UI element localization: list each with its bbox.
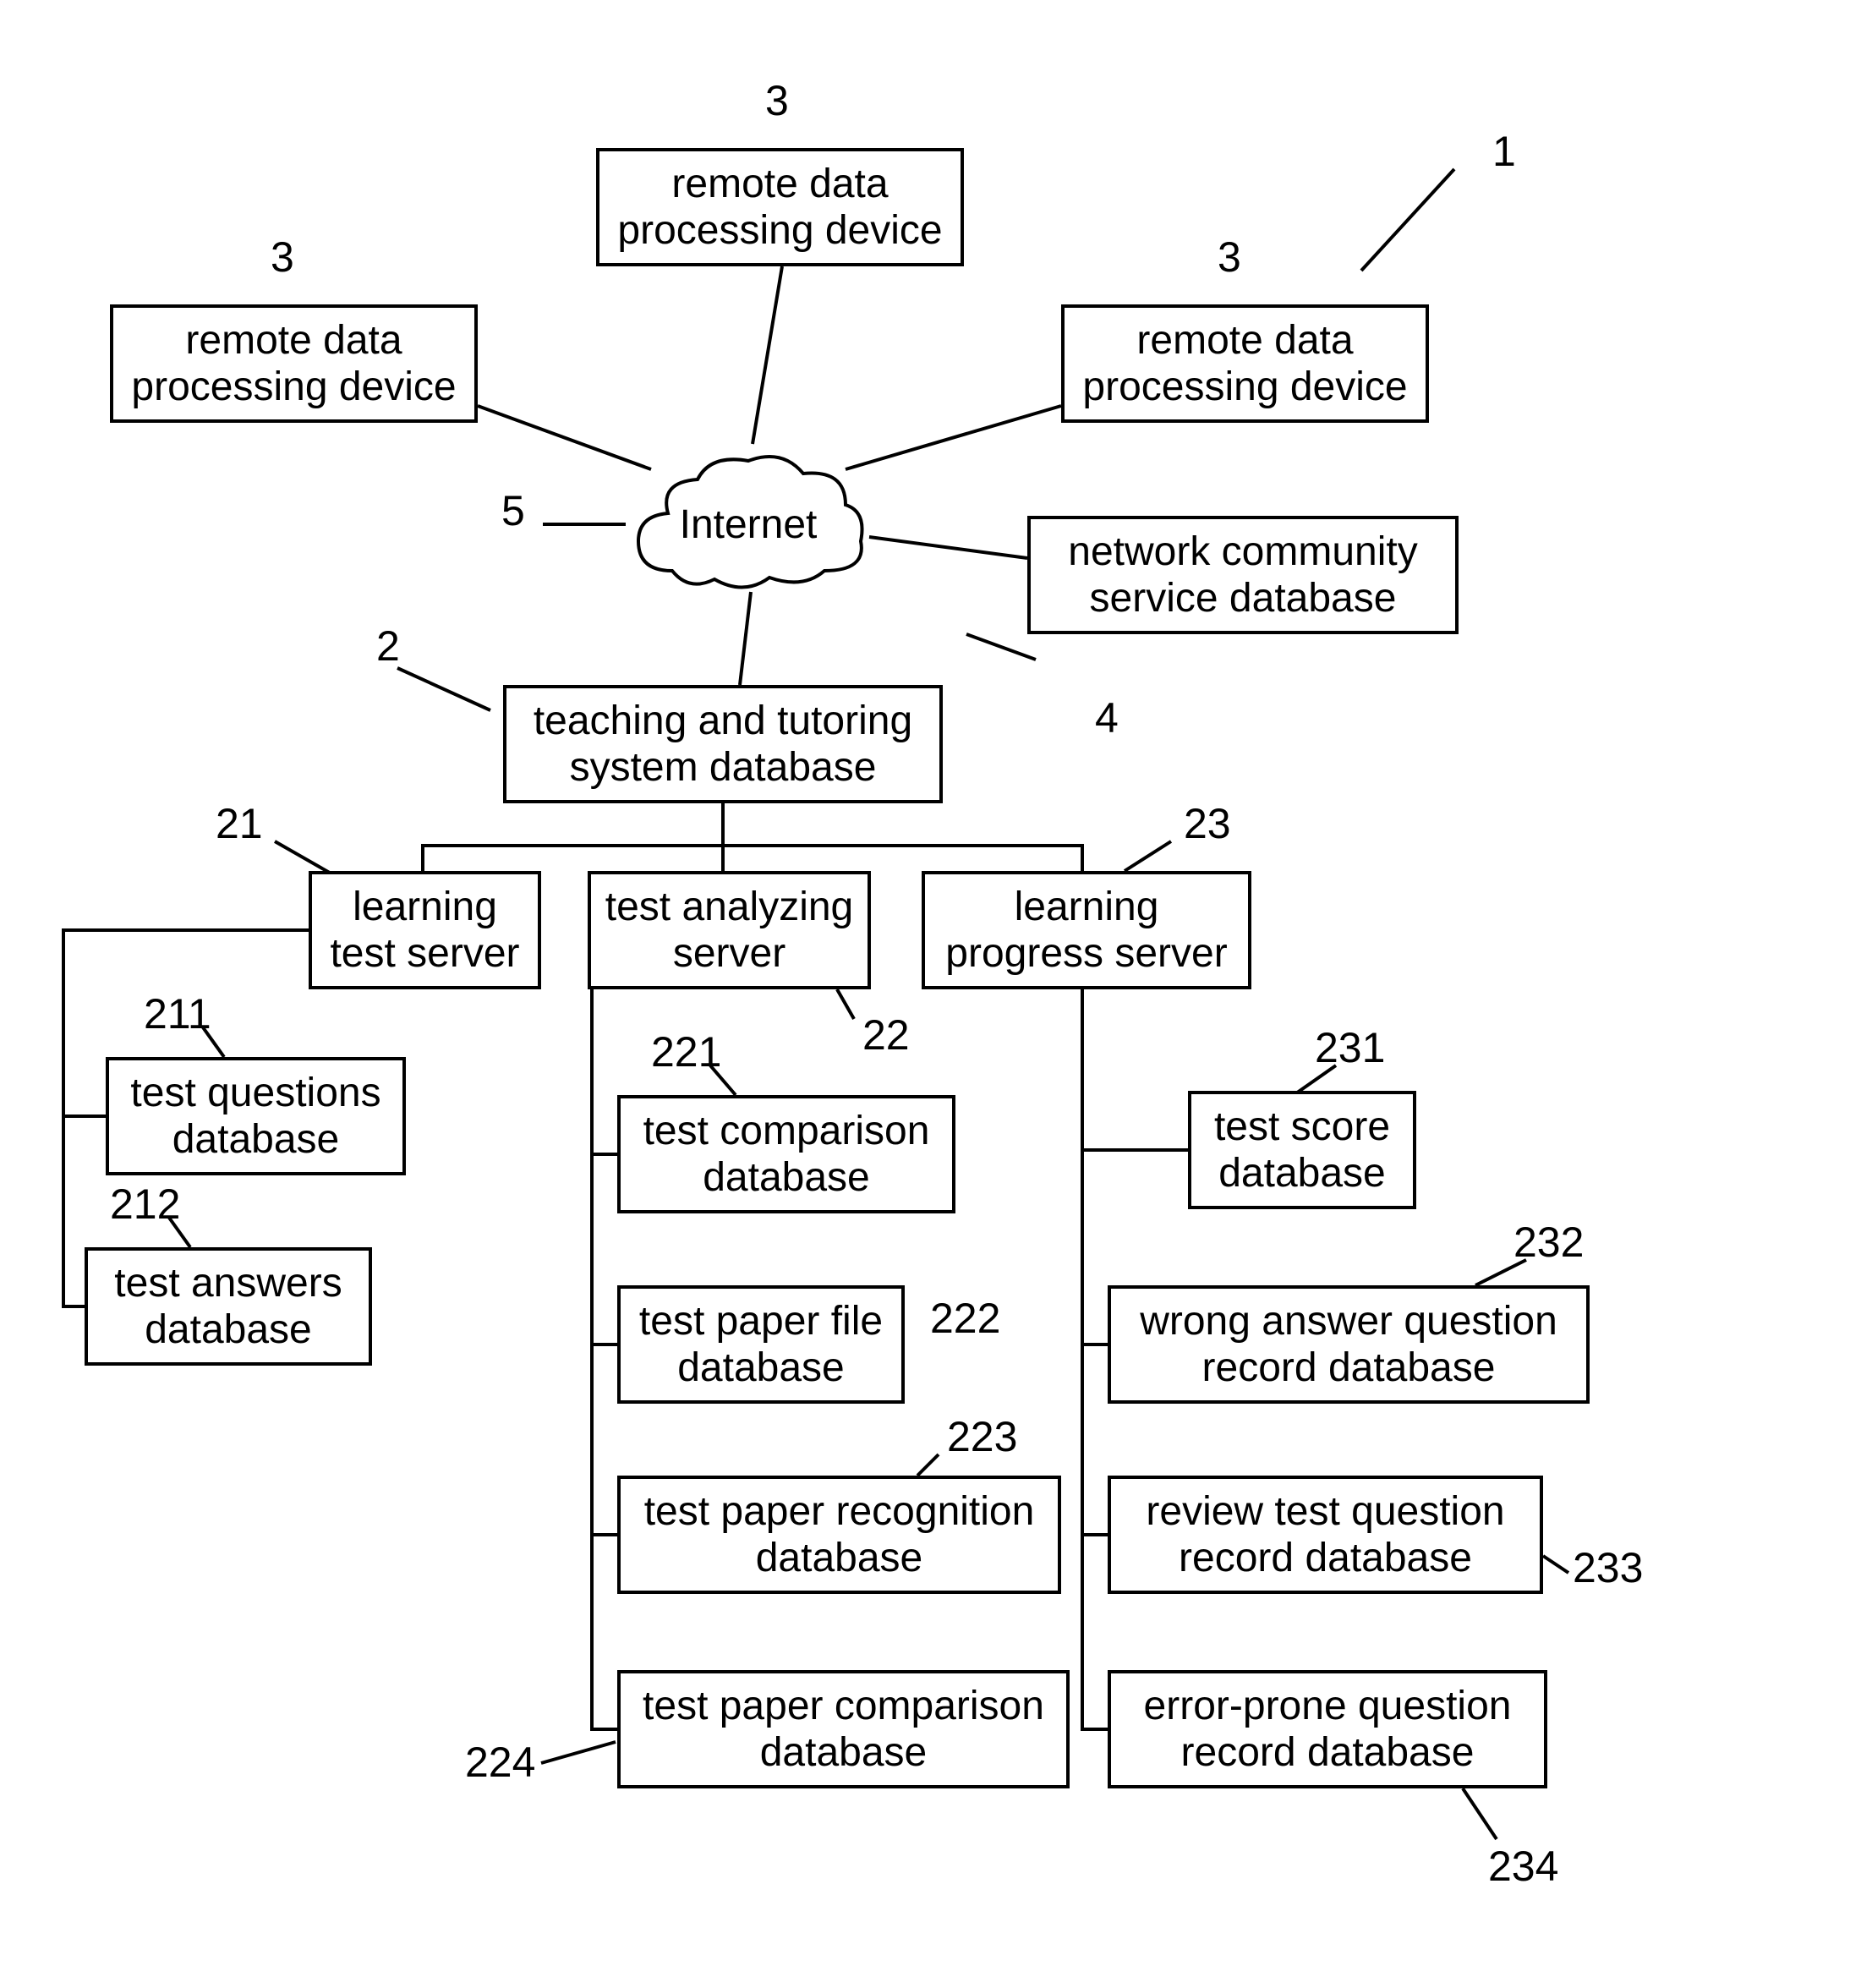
node-label: remote dataprocessing device bbox=[131, 317, 456, 410]
edge bbox=[1463, 1788, 1497, 1839]
node-tas: test analyzingserver bbox=[588, 871, 871, 989]
ref-r212: 212 bbox=[110, 1180, 180, 1229]
edge bbox=[917, 1454, 939, 1476]
node-tqd: test questionsdatabase bbox=[106, 1057, 406, 1175]
ref-r221: 221 bbox=[651, 1027, 721, 1076]
node-rtqrd: review test questionrecord database bbox=[1108, 1476, 1543, 1594]
node-label: test paper filedatabase bbox=[639, 1298, 883, 1391]
node-epqrd: error-prone questionrecord database bbox=[1108, 1670, 1547, 1788]
edge bbox=[397, 668, 490, 710]
ref-r4: 4 bbox=[1095, 693, 1119, 742]
node-label: wrong answer questionrecord database bbox=[1140, 1298, 1557, 1391]
node-tprd: test paper recognitiondatabase bbox=[617, 1476, 1061, 1594]
node-label: test analyzingserver bbox=[605, 884, 854, 977]
edge bbox=[740, 592, 751, 685]
node-label: error-prone questionrecord database bbox=[1144, 1683, 1512, 1776]
ref-r233: 233 bbox=[1573, 1543, 1643, 1592]
node-tcd: test comparisondatabase bbox=[617, 1095, 955, 1213]
node-label: network communityservice database bbox=[1068, 528, 1417, 622]
node-label: test comparisondatabase bbox=[643, 1108, 930, 1201]
ref-r3c: 3 bbox=[1218, 233, 1241, 282]
node-tad: test answersdatabase bbox=[85, 1247, 372, 1366]
edge bbox=[1125, 841, 1171, 871]
node-label: teaching and tutoringsystem database bbox=[534, 698, 912, 791]
ref-r2: 2 bbox=[376, 622, 400, 671]
ref-r211: 211 bbox=[144, 989, 211, 1038]
ref-r23: 23 bbox=[1184, 799, 1231, 848]
ref-r1: 1 bbox=[1492, 127, 1516, 176]
diagram-canvas: Internet remote dataprocessing device rem… bbox=[0, 0, 1872, 1988]
node-label: remote dataprocessing device bbox=[617, 161, 942, 254]
node-label: review test questionrecord database bbox=[1146, 1488, 1504, 1581]
node-label: test questionsdatabase bbox=[130, 1070, 380, 1163]
ref-r3b: 3 bbox=[271, 233, 294, 282]
edge bbox=[753, 266, 782, 444]
ref-r22: 22 bbox=[862, 1010, 910, 1060]
ref-r21: 21 bbox=[216, 799, 263, 848]
node-rd_top: remote dataprocessing device bbox=[596, 148, 964, 266]
node-waqrd: wrong answer questionrecord database bbox=[1108, 1285, 1590, 1404]
edge bbox=[1543, 1556, 1568, 1573]
edge bbox=[275, 841, 334, 875]
node-label: test paper comparisondatabase bbox=[643, 1683, 1044, 1776]
node-label: test scoredatabase bbox=[1214, 1104, 1390, 1197]
edge bbox=[837, 989, 854, 1019]
edge bbox=[723, 803, 1082, 871]
node-label: learningtest server bbox=[330, 884, 519, 977]
edge bbox=[869, 537, 1027, 558]
node-rd_right: remote dataprocessing device bbox=[1061, 304, 1429, 423]
node-rd_left: remote dataprocessing device bbox=[110, 304, 478, 423]
internet-cloud: Internet bbox=[626, 444, 871, 605]
node-lts: learningtest server bbox=[309, 871, 541, 989]
edge bbox=[592, 989, 617, 1729]
ref-r234: 234 bbox=[1488, 1842, 1558, 1891]
edge bbox=[1361, 169, 1454, 271]
ref-r222: 222 bbox=[930, 1294, 1000, 1343]
edge bbox=[966, 634, 1036, 660]
node-label: test paper recognitiondatabase bbox=[644, 1488, 1035, 1581]
ref-r5: 5 bbox=[501, 486, 525, 535]
node-tpcd: test paper comparisondatabase bbox=[617, 1670, 1070, 1788]
node-lps: learningprogress server bbox=[922, 871, 1251, 989]
node-label: remote dataprocessing device bbox=[1082, 317, 1407, 410]
node-ncsd: network communityservice database bbox=[1027, 516, 1459, 634]
ref-r232: 232 bbox=[1513, 1218, 1584, 1267]
ref-r3a: 3 bbox=[765, 76, 789, 125]
edge bbox=[541, 1742, 616, 1763]
node-tsd: test scoredatabase bbox=[1188, 1091, 1416, 1209]
edge bbox=[63, 1116, 85, 1306]
edge bbox=[846, 406, 1061, 469]
edge bbox=[1082, 989, 1108, 1729]
internet-label: Internet bbox=[680, 501, 818, 548]
node-tpfd: test paper filedatabase bbox=[617, 1285, 905, 1404]
node-label: learningprogress server bbox=[945, 884, 1227, 977]
ref-r224: 224 bbox=[465, 1738, 535, 1787]
node-label: test answersdatabase bbox=[114, 1260, 342, 1353]
ref-r231: 231 bbox=[1315, 1023, 1385, 1072]
edge bbox=[423, 803, 723, 871]
node-ttsd: teaching and tutoringsystem database bbox=[503, 685, 943, 803]
ref-r223: 223 bbox=[947, 1412, 1017, 1461]
